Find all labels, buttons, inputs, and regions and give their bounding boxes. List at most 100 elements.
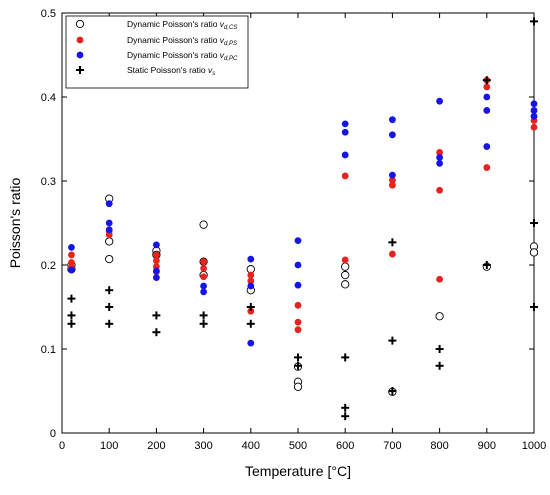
x-tick-label: 600: [336, 440, 354, 452]
data-point: [246, 303, 255, 311]
legend-label: Dynamic Poisson's ratio vd,CS: [127, 19, 237, 31]
data-point: [68, 243, 75, 251]
data-point: [389, 176, 396, 184]
legend-label-symbol: v: [220, 50, 225, 60]
data-point: [436, 154, 443, 161]
data-point: [529, 248, 539, 257]
data-point: [389, 181, 396, 189]
legend-label-name: Dynamic Poisson's ratio: [127, 19, 220, 29]
y-tick-label: 0.2: [41, 260, 56, 272]
data-point: [341, 172, 349, 180]
data-point: [341, 128, 349, 136]
legend-label-name: Dynamic Poisson's ratio: [127, 50, 220, 60]
series-d-pc: [68, 93, 538, 347]
data-point: [294, 237, 302, 245]
data-point: [293, 382, 303, 391]
x-tick-label: 700: [383, 440, 401, 452]
data-point: [68, 266, 75, 274]
data-point: [247, 271, 255, 279]
data-point: [246, 319, 255, 328]
y-tick-label: 0.3: [41, 176, 56, 188]
x-tick-label: 900: [478, 440, 496, 452]
data-point: [341, 262, 350, 271]
x-tick-label: 0: [59, 440, 65, 452]
data-point: [341, 256, 349, 264]
data-point: [294, 361, 302, 370]
legend-marker: [76, 51, 84, 59]
data-point: [153, 241, 160, 249]
data-point: [341, 353, 350, 362]
data-point: [436, 275, 443, 283]
x-tick-label: 500: [289, 440, 307, 452]
data-point: [294, 353, 302, 362]
data-point: [436, 97, 443, 105]
data-point: [105, 319, 114, 328]
data-point: [483, 164, 491, 171]
x-tick-label: 400: [242, 440, 260, 452]
data-point: [435, 345, 444, 353]
data-point: [530, 17, 538, 26]
data-point: [199, 220, 208, 229]
data-point: [200, 258, 208, 266]
x-tick-label: 200: [147, 440, 165, 452]
data-point: [152, 328, 161, 337]
data-point: [105, 254, 114, 264]
data-point: [341, 151, 349, 159]
data-point: [389, 171, 396, 179]
data-point: [388, 336, 397, 345]
data-point: [530, 219, 538, 227]
data-point: [294, 301, 302, 309]
data-point: [247, 339, 255, 347]
data-point: [530, 303, 538, 311]
y-tick-label: 0.4: [41, 92, 56, 104]
data-point: [388, 387, 397, 395]
x-tick-label: 1000: [522, 440, 546, 452]
legend-label-symbol: v: [220, 35, 225, 45]
data-point: [389, 116, 396, 124]
data-point: [67, 294, 76, 303]
data-point: [105, 226, 113, 234]
legend-label-subscript: s: [212, 71, 215, 77]
data-point: [530, 107, 538, 114]
data-point: [341, 270, 350, 280]
data-point: [153, 251, 160, 259]
data-point: [153, 274, 160, 281]
data-point: [105, 231, 113, 239]
legend-label: Static Poisson's ratio vs: [127, 65, 215, 77]
legend-label-subscript: d,PC: [224, 56, 238, 62]
legend-label-name: Static Poisson's ratio: [127, 65, 208, 75]
data-point: [153, 267, 160, 275]
legend-label-symbol: v: [220, 19, 225, 29]
data-point: [68, 251, 75, 259]
data-point: [530, 123, 538, 131]
tick-layer: 0 100 200 300 400 500 600 700 800 900 1000 0 0.1 0.2 0…: [41, 8, 547, 452]
data-point: [436, 149, 443, 156]
data-point: [200, 273, 208, 281]
series-s: [67, 17, 538, 421]
data-point: [341, 403, 350, 412]
data-point: [152, 311, 161, 320]
y-axis-title: Poisson's ratio: [7, 177, 23, 268]
data-point: [389, 250, 396, 258]
data-point: [341, 280, 350, 289]
legend-marker: [76, 36, 84, 44]
data-point: [199, 319, 208, 328]
data-point: [67, 319, 76, 328]
legend-label-subscript: d,PS: [224, 41, 237, 47]
data-point: [435, 361, 444, 370]
data-point: [483, 83, 491, 91]
data-point: [247, 307, 255, 315]
data-point: [105, 286, 114, 295]
x-tick-label: 800: [430, 440, 448, 452]
legend-label-name: Dynamic Poisson's ratio: [127, 35, 220, 45]
points-layer: [67, 17, 539, 421]
legend-box: [65, 15, 249, 89]
data-point: [530, 112, 538, 120]
data-point: [247, 277, 255, 285]
data-point: [482, 261, 491, 269]
data-point: [200, 288, 208, 296]
data-point: [436, 186, 443, 194]
y-tick-label: 0: [50, 428, 56, 440]
legend-label-symbol: v: [208, 65, 213, 75]
